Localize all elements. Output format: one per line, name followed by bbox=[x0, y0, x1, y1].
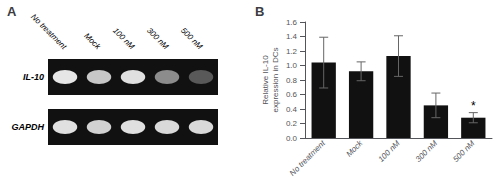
svg-text:1.2: 1.2 bbox=[286, 47, 298, 56]
svg-text:No treatment: No treatment bbox=[288, 138, 328, 178]
svg-text:1.0: 1.0 bbox=[286, 61, 298, 70]
svg-text:*: * bbox=[471, 99, 476, 113]
svg-text:Mock: Mock bbox=[344, 138, 365, 159]
svg-text:0.2: 0.2 bbox=[286, 119, 298, 128]
svg-text:100 nM: 100 nM bbox=[376, 139, 401, 164]
svg-text:300 nM: 300 nM bbox=[145, 26, 170, 51]
svg-text:0.8: 0.8 bbox=[286, 76, 298, 85]
svg-text:1.4: 1.4 bbox=[286, 32, 298, 41]
svg-text:expression in DCs: expression in DCs bbox=[271, 48, 280, 113]
svg-text:B: B bbox=[255, 4, 264, 19]
svg-text:A: A bbox=[7, 4, 17, 19]
svg-text:0.0: 0.0 bbox=[286, 134, 298, 143]
svg-text:1.6: 1.6 bbox=[286, 18, 298, 27]
svg-text:Relative IL-10: Relative IL-10 bbox=[261, 55, 270, 105]
svg-text:Mock: Mock bbox=[82, 31, 103, 52]
svg-text:GAPDH: GAPDH bbox=[11, 122, 44, 132]
svg-text:No treatment: No treatment bbox=[29, 12, 69, 52]
svg-text:0.6: 0.6 bbox=[286, 90, 298, 99]
svg-text:IL-10: IL-10 bbox=[23, 72, 44, 82]
svg-text:0.4: 0.4 bbox=[286, 105, 298, 114]
svg-text:300 nM: 300 nM bbox=[414, 139, 439, 164]
svg-text:100 nM: 100 nM bbox=[111, 26, 136, 51]
svg-text:500 nM: 500 nM bbox=[179, 26, 204, 51]
svg-text:500 nM: 500 nM bbox=[451, 139, 476, 164]
